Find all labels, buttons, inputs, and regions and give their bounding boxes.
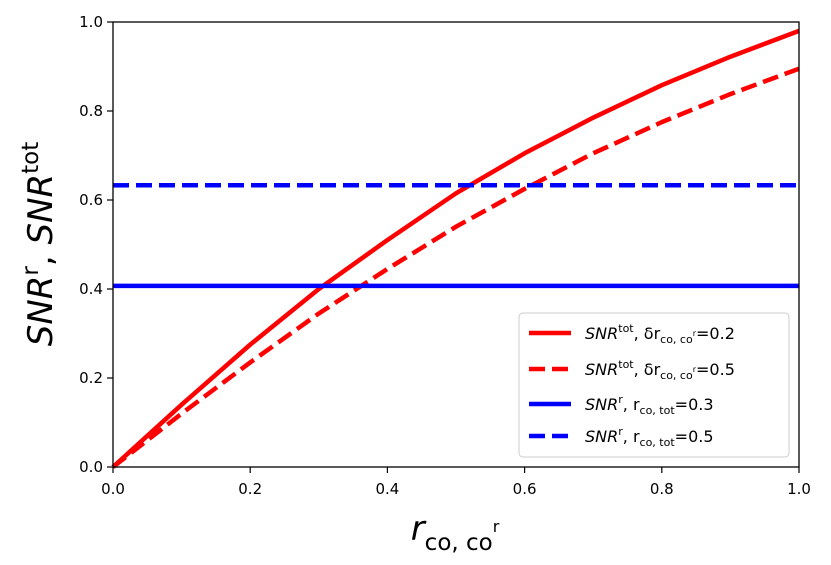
legend-entry-snr-r-0.3: SNRr, rco, tot=0.3 [529,393,714,417]
legend-box [518,312,790,458]
x-tick-label: 0.6 [513,480,537,498]
legend-entry-snr-r-0.5: SNRr, rco, tot=0.5 [529,425,714,449]
y-axis-label: SNRr, SNRtot [18,142,61,346]
x-tick-label: 0.4 [375,480,399,498]
y-tick-label: 0.6 [79,191,103,209]
y-tick-label: 0.2 [79,369,103,387]
x-tick-label: 0.8 [650,480,674,498]
x-axis-ticks: 0.0 0.2 0.4 0.6 0.8 1.0 [101,467,811,498]
y-tick-label: 1.0 [79,13,103,31]
legend-label: SNRtot, δrco, cor=0.5 [585,358,735,382]
x-tick-label: 0.2 [238,480,262,498]
plot-area-frame [112,21,800,468]
y-tick-label: 0.0 [79,458,103,476]
legend: SNRtot, δrco, cor=0.2 SNRtot, δrco, cor=… [518,312,790,458]
legend-entry-snr-tot-0.5: SNRtot, δrco, cor=0.5 [529,358,735,382]
legend-label: SNRr, rco, tot=0.3 [585,393,714,417]
legend-label: SNRtot, δrco, cor=0.2 [585,322,735,346]
series-line-1 [111,66,800,469]
legend-label: SNRr, rco, tot=0.5 [585,425,714,449]
y-tick-label: 0.4 [79,280,103,298]
x-tick-label: 1.0 [787,480,811,498]
legend-entry-snr-tot-0.2: SNRtot, δrco, cor=0.2 [529,322,735,346]
y-tick-label: 0.8 [79,102,103,120]
series-layer [111,28,800,469]
series-line-0 [111,28,800,469]
x-tick-label: 0.0 [101,480,125,498]
y-axis-ticks: 0.0 0.2 0.4 0.6 0.8 1.0 [79,13,113,476]
x-axis-label: rco, cor [411,509,500,556]
